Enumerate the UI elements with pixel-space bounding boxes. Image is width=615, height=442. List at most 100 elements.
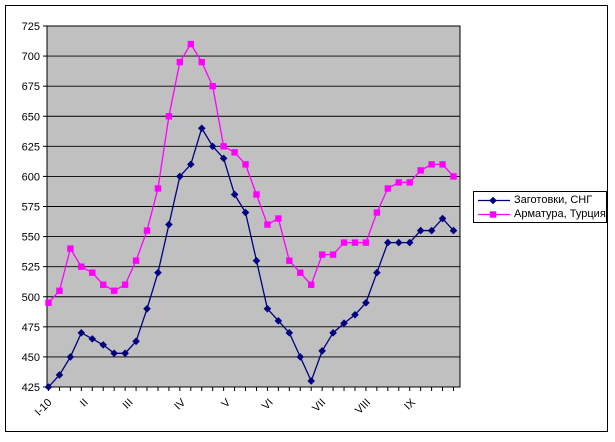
legend-item-zagotovki-sng[interactable]: Заготовки, СНГ xyxy=(478,193,604,207)
data-point xyxy=(231,149,238,156)
y-axis-tick-label: 700 xyxy=(22,51,40,63)
data-point xyxy=(264,221,271,228)
legend-diamond-marker-icon xyxy=(478,196,510,204)
data-point xyxy=(88,335,97,343)
data-point xyxy=(121,349,129,358)
data-point xyxy=(362,239,370,246)
data-point xyxy=(252,256,261,265)
data-point xyxy=(395,179,402,186)
y-axis-tick-label: 725 xyxy=(22,21,40,33)
data-point xyxy=(296,353,305,361)
data-point xyxy=(242,161,249,168)
data-point xyxy=(230,190,239,199)
data-point xyxy=(384,185,392,192)
data-point xyxy=(132,257,140,264)
data-point xyxy=(176,172,184,181)
y-axis-tick-label: 675 xyxy=(22,81,40,93)
legend-label: Заготовки, СНГ xyxy=(514,193,593,206)
y-axis-tick-label: 550 xyxy=(22,232,40,244)
legend: Заготовки, СНГ Арматура, Турция xyxy=(473,191,607,223)
data-point xyxy=(438,214,447,223)
data-point xyxy=(450,173,457,180)
data-point xyxy=(110,287,118,294)
data-point xyxy=(439,161,446,168)
legend-square-marker-icon xyxy=(478,210,510,218)
data-point xyxy=(89,269,96,276)
data-point xyxy=(308,281,315,288)
data-point xyxy=(449,226,458,235)
data-point xyxy=(285,329,294,337)
data-point xyxy=(351,239,359,246)
data-point xyxy=(253,191,260,198)
data-point xyxy=(78,263,85,270)
data-point xyxy=(165,220,173,229)
data-point xyxy=(373,268,381,277)
data-point xyxy=(297,269,304,276)
data-point xyxy=(132,337,140,346)
y-axis-tick-label: 575 xyxy=(22,202,40,214)
y-axis-tick-label: 500 xyxy=(22,292,40,304)
data-point xyxy=(121,281,129,288)
data-point xyxy=(176,58,184,66)
data-point xyxy=(340,319,348,328)
x-axis-tick-label: IV xyxy=(172,396,188,412)
x-axis-tick-label: V xyxy=(219,396,233,410)
y-axis-tick-label: 450 xyxy=(22,352,40,364)
data-point xyxy=(417,167,424,174)
data-point xyxy=(198,58,205,66)
data-point xyxy=(373,209,381,216)
data-point xyxy=(154,185,162,192)
data-point xyxy=(110,349,118,358)
y-axis-tick-label: 475 xyxy=(22,322,40,334)
data-point xyxy=(329,251,337,258)
data-point xyxy=(55,371,64,379)
y-axis-tick-label: 625 xyxy=(22,141,40,153)
data-point xyxy=(318,347,326,355)
y-axis-tick-label: 600 xyxy=(22,171,40,183)
data-point xyxy=(186,160,195,169)
data-point xyxy=(44,383,53,391)
data-point xyxy=(263,304,272,313)
data-point xyxy=(77,329,86,337)
data-point xyxy=(187,40,194,48)
data-point xyxy=(406,179,413,186)
y-axis-tick-label: 525 xyxy=(22,262,40,274)
data-point xyxy=(209,82,216,90)
data-point xyxy=(318,251,326,258)
data-point xyxy=(394,238,403,247)
data-point xyxy=(275,215,282,222)
x-axis-tick-label: VI xyxy=(260,397,276,413)
data-point xyxy=(45,299,52,306)
data-point xyxy=(220,143,227,150)
data-point xyxy=(274,317,283,325)
x-axis-tick-label: VIII xyxy=(353,397,373,417)
data-point xyxy=(351,311,359,319)
data-point xyxy=(143,227,151,234)
y-axis-tick-label: 425 xyxy=(22,382,40,394)
y-axis-tick-label: 650 xyxy=(22,111,40,123)
data-point xyxy=(286,257,293,264)
data-point xyxy=(416,226,425,235)
x-axis-tick-label: III xyxy=(121,397,136,412)
data-point xyxy=(99,341,108,349)
data-point xyxy=(56,287,63,294)
x-axis-tick-label: II xyxy=(78,397,91,410)
legend-label: Арматура, Турция xyxy=(514,207,606,220)
x-axis-tick-label: I-10 xyxy=(33,397,55,419)
data-point xyxy=(67,245,74,252)
data-point xyxy=(428,161,435,168)
data-point xyxy=(241,208,250,217)
data-point xyxy=(100,281,107,288)
data-point xyxy=(219,154,228,163)
data-point xyxy=(165,113,173,120)
data-point xyxy=(340,239,348,246)
data-point xyxy=(66,353,75,361)
x-axis-tick-label: IX xyxy=(402,396,418,412)
data-point xyxy=(154,268,162,277)
data-point xyxy=(208,142,217,151)
legend-item-armatura-turcia[interactable]: Арматура, Турция xyxy=(478,207,606,221)
data-point xyxy=(405,238,414,247)
x-axis-tick-label: VII xyxy=(310,397,328,415)
